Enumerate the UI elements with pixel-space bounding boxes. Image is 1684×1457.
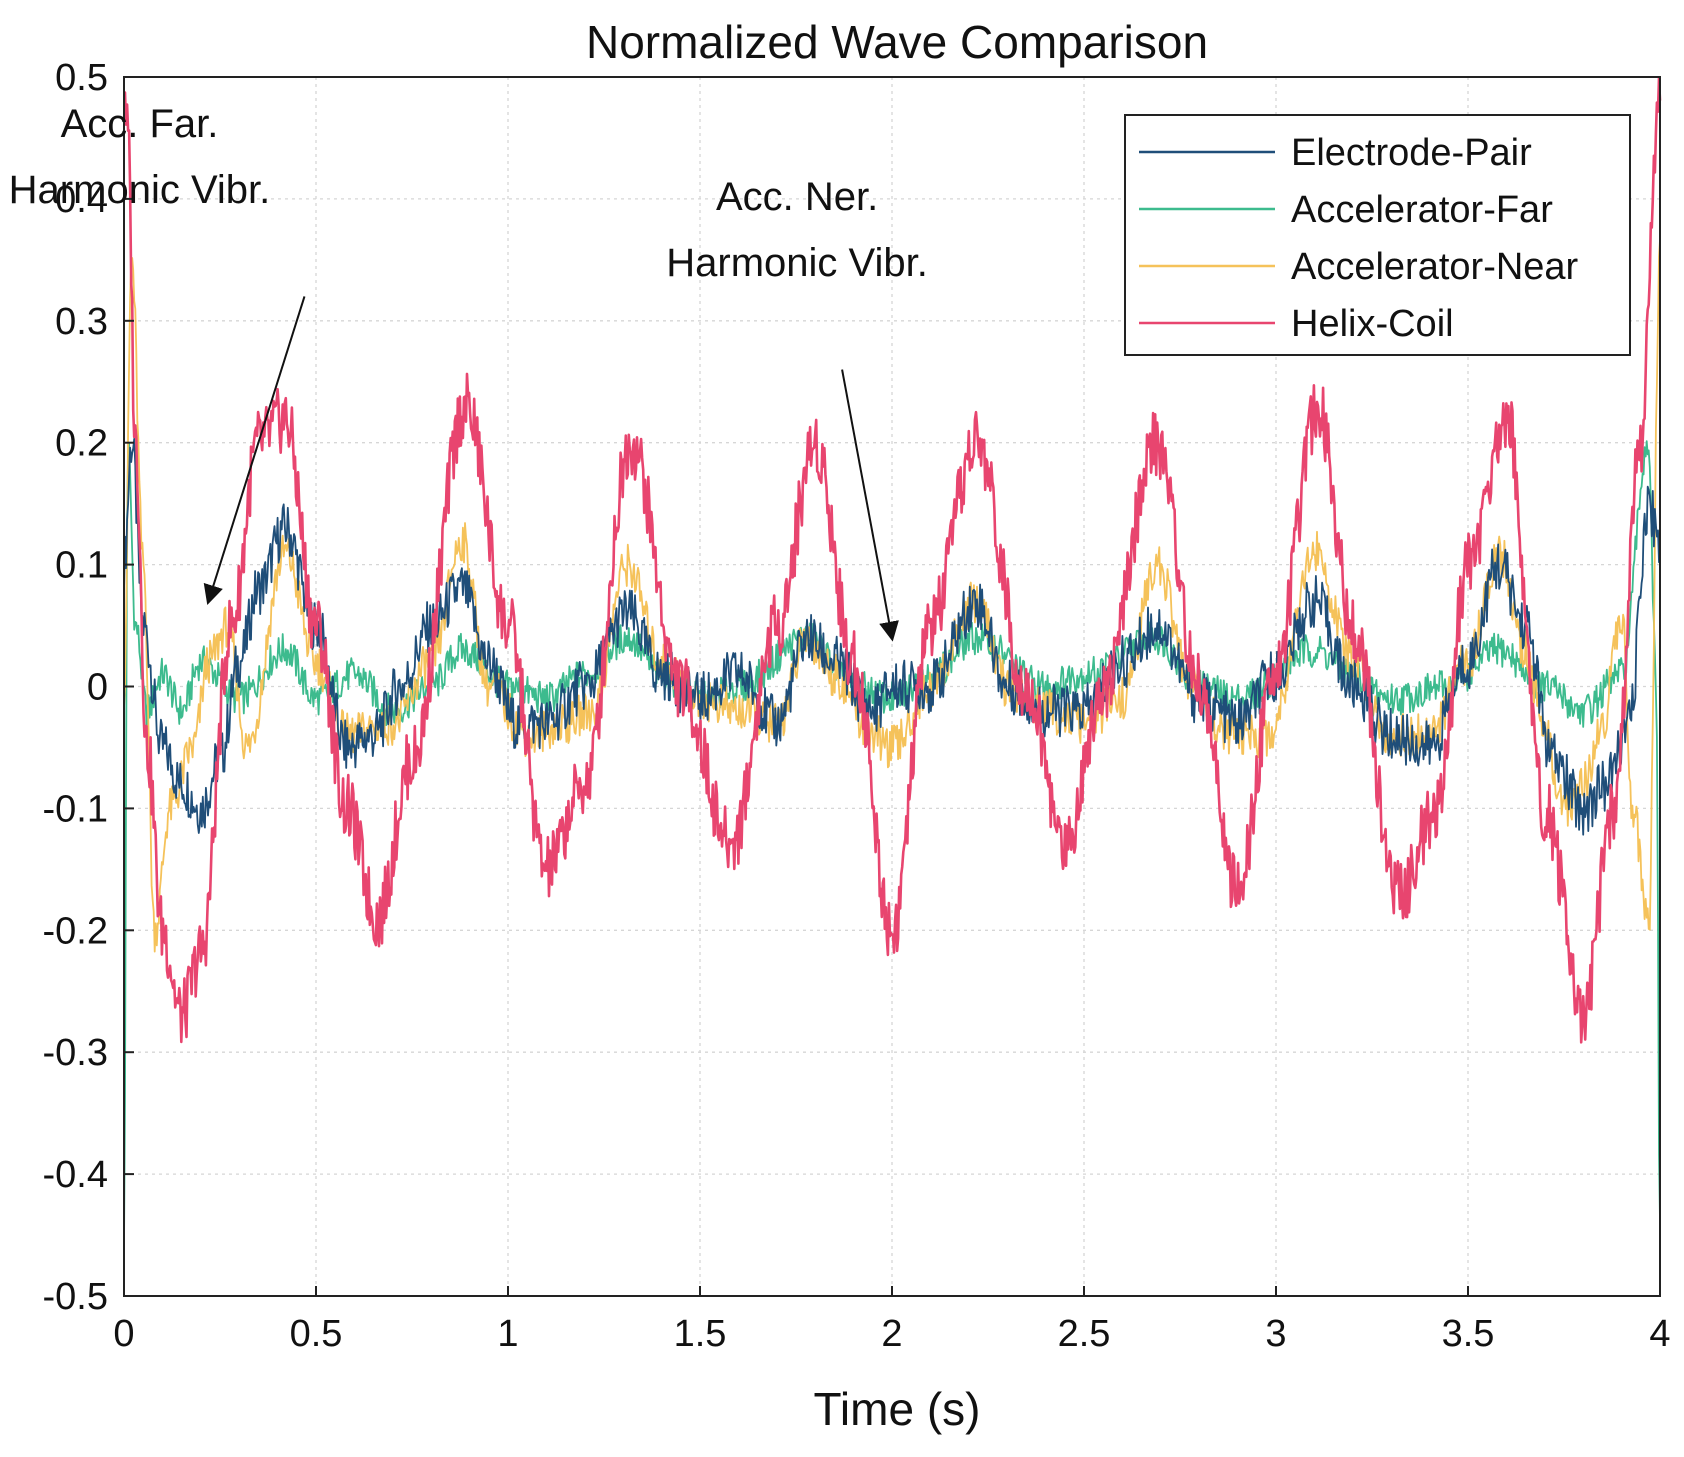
y-tick-label: -0.1: [43, 788, 108, 830]
x-tick-label: 0.5: [290, 1313, 343, 1355]
x-tick-label: 2: [881, 1313, 902, 1355]
annotation-arrow: [841, 369, 899, 642]
y-tick-label: -0.5: [43, 1276, 108, 1318]
y-tick-label: 0.2: [55, 423, 108, 465]
x-tick-label: 2.5: [1058, 1313, 1111, 1355]
annotation-arrow: [203, 296, 306, 605]
legend-label: Accelerator-Near: [1291, 246, 1579, 288]
legend-label: Helix-Coil: [1291, 303, 1454, 345]
chart-title: Normalized Wave Comparison: [586, 16, 1208, 68]
y-tick-label: -0.4: [43, 1154, 108, 1196]
series-layer: [123, 76, 1662, 1246]
y-tick-label: 0.1: [55, 545, 108, 587]
x-tick-label: 1.5: [674, 1313, 727, 1355]
annotation-text: Acc. Ner.: [716, 175, 878, 219]
y-tick-label: -0.2: [43, 910, 108, 952]
y-tick-label: 0: [87, 667, 108, 709]
annotation-text: Harmonic Vibr.: [666, 241, 928, 285]
tick-layer: 0 0.5 1 1.5 2 2.5 3 3.5 4 0.5 0.4 0.3 0.2 0.1 0 -0.1 -0.…: [43, 57, 1671, 1355]
y-tick-label: 0.4: [55, 179, 108, 221]
y-tick-label: -0.3: [43, 1032, 108, 1074]
legend-label: Electrode-Pair: [1291, 132, 1532, 174]
annotation-text: Acc. Far.: [61, 102, 219, 146]
x-tick-label: 3.5: [1442, 1313, 1495, 1355]
x-tick-label: 1: [497, 1313, 518, 1355]
y-tick-label: 0.5: [55, 57, 108, 99]
annotation-text: Harmonic Vibr.: [9, 168, 271, 212]
annotation-layer: Acc. Far. Harmonic Vibr. Acc. Ner. Harmonic…: [9, 102, 928, 642]
legend-box: [1124, 114, 1631, 356]
x-tick-label: 0: [113, 1313, 134, 1355]
legend-label: Accelerator-Far: [1291, 189, 1553, 231]
y-tick-label: 0.3: [55, 301, 108, 343]
x-tick-label: 4: [1649, 1313, 1670, 1355]
x-tick-label: 3: [1265, 1313, 1286, 1355]
x-axis-label: Time (s): [814, 1383, 981, 1435]
series-line-helix-coil: [123, 76, 1662, 1044]
series-line-electrode-pair: [123, 437, 1661, 836]
legend: Electrode-Pair Accelerator-Far Accelerator…: [1124, 114, 1631, 356]
